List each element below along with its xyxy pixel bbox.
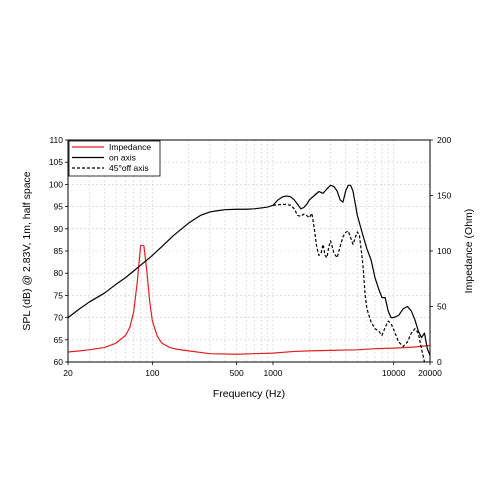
legend-label-on-axis: on axis bbox=[109, 153, 136, 163]
right-y-tick-label: 100 bbox=[437, 246, 451, 256]
x-axis-ticks: 20 100 500 1000 10000 20000 bbox=[63, 362, 442, 378]
right-y-tick-label: 50 bbox=[437, 302, 447, 312]
x-tick-label: 10000 bbox=[382, 368, 406, 378]
left-y-axis-label: SPL (dB) @ 2.83V, 1m, half space bbox=[21, 171, 33, 330]
left-y-tick-label: 95 bbox=[54, 202, 64, 212]
left-y-axis-ticks: 60 65 70 75 80 85 90 95 100 105 110 bbox=[49, 135, 68, 367]
left-y-tick-label: 80 bbox=[54, 268, 64, 278]
legend-label-impedance: Impedance bbox=[109, 142, 151, 152]
left-y-tick-label: 110 bbox=[49, 135, 63, 145]
off-axis-45-curve bbox=[272, 203, 426, 363]
on-axis-curve bbox=[67, 184, 431, 356]
x-axis-label: Frequency (Hz) bbox=[213, 388, 285, 400]
x-tick-label: 100 bbox=[145, 368, 159, 378]
right-y-tick-label: 0 bbox=[437, 357, 442, 367]
right-y-axis-label: Impedance (Ohm) bbox=[463, 209, 475, 294]
left-y-tick-label: 60 bbox=[54, 357, 64, 367]
right-y-tick-label: 200 bbox=[437, 135, 451, 145]
right-y-axis-ticks: 0 50 100 150 200 bbox=[430, 135, 451, 367]
left-y-tick-label: 105 bbox=[49, 157, 63, 167]
series-layer bbox=[67, 184, 431, 363]
x-tick-label: 20 bbox=[63, 368, 73, 378]
left-y-tick-label: 100 bbox=[49, 179, 63, 189]
impedance-curve bbox=[67, 244, 431, 355]
left-y-tick-label: 90 bbox=[54, 224, 64, 234]
legend: Impedance on axis 45°off axis bbox=[68, 140, 161, 177]
left-y-tick-label: 85 bbox=[54, 246, 64, 256]
x-tick-label: 20000 bbox=[418, 368, 442, 378]
grid bbox=[68, 140, 430, 362]
right-y-tick-label: 150 bbox=[437, 191, 451, 201]
x-tick-label: 500 bbox=[230, 368, 244, 378]
left-y-tick-label: 75 bbox=[54, 290, 64, 300]
legend-label-off-axis: 45°off axis bbox=[109, 163, 149, 173]
left-y-tick-label: 70 bbox=[54, 313, 64, 323]
x-tick-label: 1000 bbox=[264, 368, 283, 378]
left-y-tick-label: 65 bbox=[54, 335, 64, 345]
